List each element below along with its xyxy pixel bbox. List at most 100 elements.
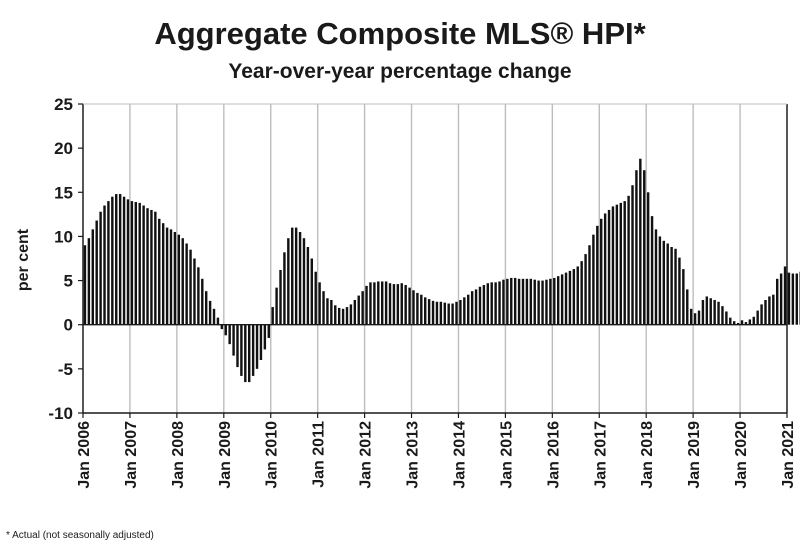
bar bbox=[791, 273, 795, 325]
bar bbox=[600, 218, 603, 325]
bar bbox=[165, 227, 169, 325]
bar bbox=[474, 289, 478, 325]
bar bbox=[572, 269, 576, 325]
bar bbox=[502, 279, 505, 325]
bar bbox=[212, 308, 216, 325]
bar bbox=[255, 324, 259, 369]
bar bbox=[463, 297, 466, 325]
bar bbox=[619, 202, 622, 325]
bar bbox=[396, 284, 400, 325]
bar bbox=[674, 248, 677, 325]
bar bbox=[760, 304, 763, 325]
bar bbox=[470, 291, 474, 325]
bar bbox=[783, 266, 787, 325]
bar bbox=[787, 272, 791, 325]
bar bbox=[529, 278, 533, 325]
bar bbox=[545, 279, 548, 325]
y-tick-label: -5 bbox=[58, 360, 73, 379]
bar bbox=[158, 218, 161, 325]
bar bbox=[380, 281, 384, 325]
bar bbox=[517, 278, 521, 325]
bar bbox=[439, 301, 443, 325]
y-tick-label: 10 bbox=[54, 227, 73, 246]
bar bbox=[666, 243, 669, 325]
x-tick-label: Jan 2018 bbox=[639, 421, 656, 489]
x-tick-labels: Jan 2006 Jan 2007 Jan 2008 Jan 2009 Jan 2010… bbox=[76, 413, 797, 489]
bar bbox=[353, 299, 357, 325]
bar bbox=[248, 324, 251, 383]
bar bbox=[646, 192, 650, 325]
chart-title: Aggregate Composite MLS® HPI* bbox=[154, 16, 646, 51]
x-tick-label: Jan 2007 bbox=[123, 421, 140, 489]
x-tick-label: Jan 2010 bbox=[264, 421, 281, 489]
bar bbox=[91, 229, 94, 325]
bar bbox=[639, 158, 642, 325]
bar bbox=[416, 292, 419, 325]
bar bbox=[701, 299, 705, 325]
bar bbox=[607, 209, 611, 325]
x-tick-label: Jan 2014 bbox=[452, 421, 469, 489]
bar bbox=[122, 196, 126, 325]
bar bbox=[208, 300, 212, 325]
bar bbox=[361, 291, 364, 325]
bar bbox=[357, 295, 360, 325]
bar bbox=[103, 205, 106, 325]
x-tick-label: Jan 2016 bbox=[545, 421, 562, 489]
bar bbox=[615, 204, 619, 325]
x-tick-label: Jan 2012 bbox=[358, 421, 375, 489]
bar bbox=[294, 227, 298, 325]
bar bbox=[185, 243, 188, 325]
bar bbox=[779, 273, 783, 325]
bar bbox=[498, 281, 501, 325]
bar bbox=[177, 234, 181, 325]
bar bbox=[650, 216, 654, 325]
bar bbox=[705, 296, 709, 325]
bar bbox=[678, 257, 681, 325]
bar bbox=[627, 195, 630, 325]
bar bbox=[318, 282, 321, 325]
bar bbox=[134, 202, 138, 325]
bar bbox=[271, 307, 274, 325]
bar bbox=[521, 278, 525, 325]
bar bbox=[451, 303, 454, 325]
bar bbox=[341, 308, 345, 325]
bar bbox=[686, 289, 689, 325]
bar bbox=[576, 266, 579, 325]
bar bbox=[740, 320, 744, 325]
bar bbox=[334, 305, 337, 325]
bar bbox=[298, 232, 302, 325]
bar bbox=[224, 324, 227, 336]
bar bbox=[592, 234, 595, 325]
bar bbox=[447, 303, 450, 325]
bar bbox=[279, 269, 282, 325]
bar bbox=[467, 294, 470, 325]
bar bbox=[564, 272, 568, 325]
bar bbox=[400, 283, 403, 325]
footnote: * Actual (not seasonally adjusted) bbox=[6, 530, 154, 541]
bar bbox=[118, 194, 122, 325]
bar bbox=[220, 324, 224, 330]
bar bbox=[240, 324, 243, 376]
bar bbox=[232, 324, 235, 356]
bar bbox=[146, 208, 149, 325]
bar bbox=[510, 277, 513, 325]
bar bbox=[377, 281, 380, 325]
y-tick-label: 15 bbox=[54, 183, 73, 202]
bar bbox=[764, 299, 767, 325]
y-tick-label: 0 bbox=[64, 316, 73, 335]
bar bbox=[263, 324, 267, 350]
bar bbox=[107, 201, 110, 325]
bar bbox=[420, 294, 423, 325]
bar bbox=[275, 287, 278, 325]
bar bbox=[553, 277, 556, 325]
bar bbox=[435, 301, 439, 325]
bar bbox=[87, 238, 91, 325]
bar bbox=[326, 298, 329, 325]
x-tick-label: Jan 2013 bbox=[405, 421, 422, 489]
bar bbox=[369, 282, 372, 325]
bar bbox=[193, 258, 196, 325]
bar bbox=[388, 283, 392, 325]
bar bbox=[424, 297, 427, 325]
bar bbox=[549, 278, 552, 325]
bar bbox=[349, 304, 353, 325]
